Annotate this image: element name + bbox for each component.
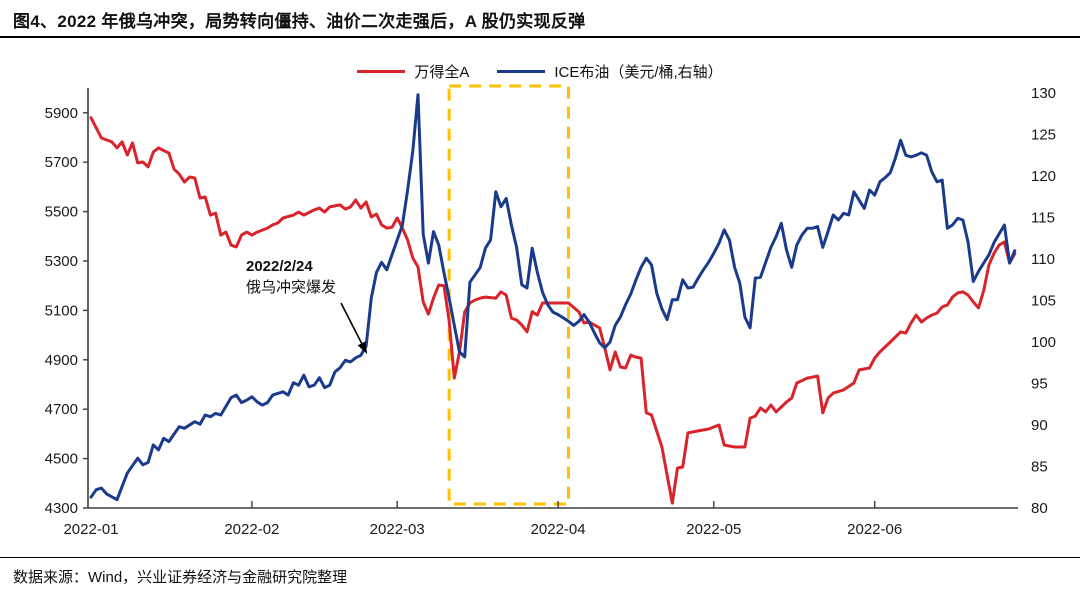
- left-axis-label: 4500: [45, 451, 78, 468]
- x-axis-label: 2022-01: [63, 521, 118, 538]
- event-date: 2022/2/24: [246, 258, 313, 275]
- left-axis-label: 4900: [45, 352, 78, 369]
- left-axis-label: 5500: [45, 204, 78, 221]
- left-axis-label: 5100: [45, 302, 78, 319]
- left-axis-label: 4700: [45, 401, 78, 418]
- right-axis-label: 115: [1031, 210, 1055, 227]
- wande-quan-a-line: [89, 116, 1017, 505]
- highlight-box: [447, 84, 570, 506]
- red-line-swatch: [357, 69, 406, 73]
- x-axis-label: 2022-02: [224, 521, 279, 538]
- x-axis-label: 2022-04: [531, 521, 586, 538]
- blue-line-swatch: [497, 69, 546, 73]
- data-source: 数据来源：Wind，兴业证券经济与金融研究院整理: [13, 569, 348, 586]
- right-axis-label: 90: [1031, 417, 1048, 434]
- left-axis-label: 5700: [45, 154, 78, 171]
- x-axis-label: 2022-06: [847, 521, 902, 538]
- right-axis-label: 80: [1031, 500, 1048, 517]
- right-axis-label: 120: [1031, 168, 1056, 185]
- right-axis-label: 85: [1031, 459, 1048, 476]
- left-axis-label: 5300: [45, 253, 78, 270]
- x-axis-label: 2022-05: [686, 521, 741, 538]
- right-axis-label: 110: [1031, 251, 1055, 268]
- left-axis-label: 5900: [45, 105, 78, 122]
- event-annotation: 2022/2/24 俄乌冲突爆发: [246, 256, 336, 298]
- x-axis-label: 2022-03: [370, 521, 425, 538]
- title-divider: [0, 36, 1080, 38]
- chart-legend: 万得全A ICE布油（美元/桶,右轴）: [0, 61, 1080, 81]
- right-axis-label: 130: [1031, 85, 1056, 102]
- ice-brent-line: [89, 93, 1017, 502]
- chart-title: 图4、2022 年俄乌冲突，局势转向僵持、油价二次走强后，A 股仍实现反弹: [13, 12, 586, 31]
- right-axis-label: 125: [1031, 127, 1056, 144]
- legend-label: 万得全A: [414, 63, 470, 81]
- right-axis-label: 95: [1031, 376, 1048, 393]
- right-axis-label: 100: [1031, 334, 1056, 351]
- legend-item-ice-brent: ICE布油（美元/桶,右轴）: [497, 61, 723, 82]
- legend-label: ICE布油（美元/桶,右轴）: [554, 63, 723, 81]
- footer-divider: [0, 557, 1080, 558]
- legend-item-wande-quan-a: 万得全A: [357, 61, 469, 82]
- event-text: 俄乌冲突爆发: [246, 279, 337, 296]
- annotation-arrow-head: [357, 341, 368, 355]
- right-axis-label: 105: [1031, 293, 1056, 310]
- annotation-arrow-shaft: [340, 302, 364, 347]
- left-axis-label: 4300: [45, 500, 78, 517]
